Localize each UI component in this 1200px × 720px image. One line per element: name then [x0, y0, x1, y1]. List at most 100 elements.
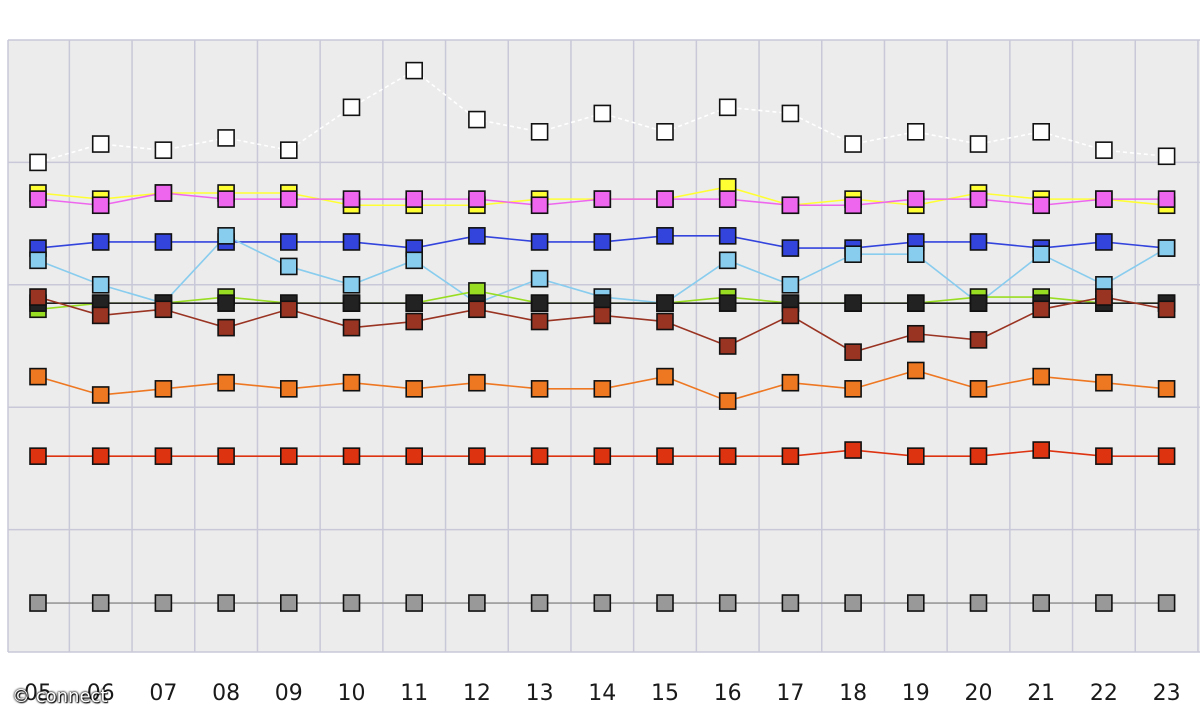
data-point — [217, 129, 235, 147]
data-point — [781, 594, 800, 612]
x-tick-label: 20 — [965, 681, 993, 706]
data-point — [29, 594, 47, 612]
data-point — [342, 233, 361, 251]
data-point — [217, 294, 235, 312]
x-axis-ticks: 05 06 07 08 09 10 11 12 13 14 15 16 17 18 19 20 21 22 23 — [24, 681, 1181, 706]
x-tick-label: 05 — [24, 681, 52, 706]
data-point — [91, 196, 110, 215]
data-point — [29, 367, 47, 386]
data-point — [154, 184, 173, 202]
data-point — [593, 380, 612, 398]
data-point — [279, 190, 298, 208]
x-tick-label: 08 — [212, 681, 240, 706]
data-point — [154, 594, 173, 612]
data-point — [91, 306, 110, 325]
data-point — [844, 135, 862, 153]
data-point — [844, 196, 862, 215]
data-point — [29, 153, 47, 172]
data-point — [530, 312, 549, 331]
data-point — [844, 441, 862, 459]
data-point — [593, 594, 612, 612]
data-point — [969, 380, 988, 398]
data-point — [1032, 441, 1050, 459]
data-point — [29, 190, 47, 208]
data-point — [844, 343, 862, 361]
data-point — [969, 190, 988, 208]
data-point — [91, 275, 110, 294]
x-tick-label: 17 — [776, 681, 804, 706]
data-point — [906, 123, 925, 141]
x-tick-label: 14 — [588, 681, 616, 706]
data-point — [530, 196, 549, 215]
data-point — [906, 294, 925, 312]
data-point — [468, 594, 486, 612]
data-point — [656, 594, 674, 612]
data-point — [468, 190, 486, 208]
data-point — [1032, 367, 1050, 386]
data-point — [718, 227, 737, 245]
data-point — [781, 447, 800, 465]
data-point — [593, 306, 612, 325]
data-point — [405, 380, 424, 398]
x-tick-label: 18 — [839, 681, 867, 706]
data-point — [279, 300, 298, 319]
series-markers — [29, 61, 1176, 612]
data-point — [1157, 190, 1176, 208]
data-point — [217, 447, 235, 465]
data-point — [781, 306, 800, 325]
data-point — [217, 594, 235, 612]
data-point — [279, 257, 298, 276]
x-tick-label: 11 — [400, 681, 428, 706]
data-point — [279, 233, 298, 251]
data-point — [530, 447, 549, 465]
data-point — [781, 104, 800, 123]
data-point — [1032, 300, 1050, 319]
data-point — [405, 294, 424, 312]
data-point — [781, 373, 800, 392]
data-point — [906, 324, 925, 343]
data-point — [342, 318, 361, 337]
data-point — [1032, 196, 1050, 215]
data-point — [530, 269, 549, 288]
data-point — [154, 233, 173, 251]
data-point — [906, 594, 925, 612]
data-point — [656, 312, 674, 331]
data-point — [29, 288, 47, 306]
data-point — [844, 294, 862, 312]
data-point — [844, 245, 862, 263]
x-tick-label: 07 — [149, 681, 177, 706]
data-point — [656, 294, 674, 312]
data-point — [656, 447, 674, 465]
data-point — [718, 294, 737, 312]
data-point — [279, 594, 298, 612]
data-point — [718, 98, 737, 117]
data-point — [405, 61, 424, 80]
data-point — [342, 98, 361, 117]
data-point — [468, 227, 486, 245]
data-point — [154, 380, 173, 398]
data-point — [593, 190, 612, 208]
data-point — [844, 380, 862, 398]
data-point — [1095, 190, 1113, 208]
data-point — [1157, 594, 1176, 612]
data-point — [656, 367, 674, 386]
data-point — [468, 300, 486, 319]
data-point — [530, 233, 549, 251]
watermark: © connect — [12, 686, 108, 707]
data-point — [718, 251, 737, 270]
data-point — [781, 239, 800, 257]
data-point — [1095, 594, 1113, 612]
data-point — [405, 251, 424, 270]
x-tick-label: 23 — [1153, 681, 1181, 706]
data-point — [1095, 233, 1113, 251]
data-point — [342, 190, 361, 208]
data-point — [217, 318, 235, 337]
data-point — [91, 386, 110, 404]
data-point — [969, 294, 988, 312]
data-point — [1157, 447, 1176, 465]
data-point — [217, 373, 235, 392]
data-point — [91, 594, 110, 612]
data-point — [1032, 594, 1050, 612]
data-point — [342, 373, 361, 392]
